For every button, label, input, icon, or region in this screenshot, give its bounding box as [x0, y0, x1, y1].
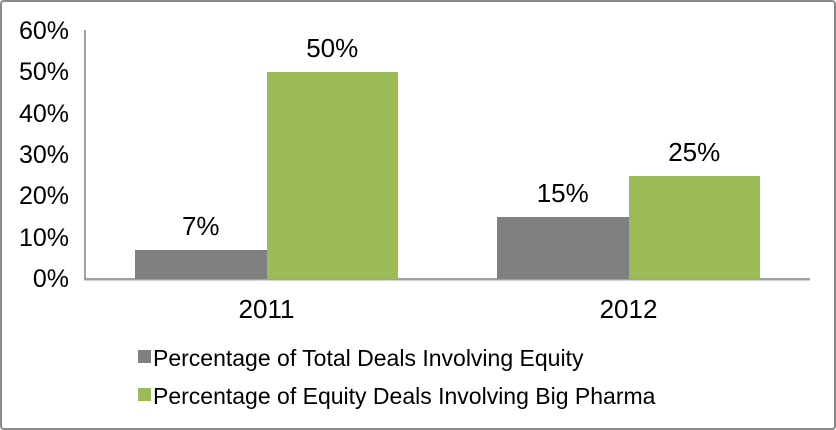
y-tick-label: 30% [18, 141, 69, 169]
legend: Percentage of Total Deals Involving Equi… [138, 343, 655, 419]
bar-2012-series2 [628, 175, 760, 279]
y-tick-label: 50% [18, 58, 69, 87]
legend-label: Percentage of Total Deals Involving Equi… [153, 345, 584, 371]
bar-2011-series1 [135, 250, 267, 279]
x-tick-label: 2011 [238, 294, 295, 324]
bar-value-label: 15% [536, 178, 589, 208]
y-axis-line [84, 30, 86, 280]
legend-swatch-series1 [138, 350, 151, 363]
bar-value-label: 7% [181, 211, 220, 242]
y-tick-label: 60% [18, 17, 69, 45]
bar-value-label: 50% [306, 33, 359, 64]
y-tick-label: 10% [18, 223, 69, 252]
x-axis-line [84, 278, 810, 280]
x-tick-label: 2012 [599, 294, 658, 324]
y-tick-label: 20% [18, 182, 69, 211]
y-tick-label: 0% [32, 265, 69, 293]
legend-item: Percentage of Equity Deals Involving Big… [138, 381, 655, 411]
legend-swatch-series2 [138, 388, 151, 401]
bar-value-label: 25% [668, 136, 721, 167]
legend-label: Percentage of Equity Deals Involving Big… [153, 383, 656, 409]
legend-item: Percentage of Total Deals Involving Equi… [138, 343, 655, 373]
bar-2011-series2 [266, 72, 398, 279]
bar-2012-series1 [497, 217, 629, 279]
y-tick-label: 40% [18, 99, 69, 128]
